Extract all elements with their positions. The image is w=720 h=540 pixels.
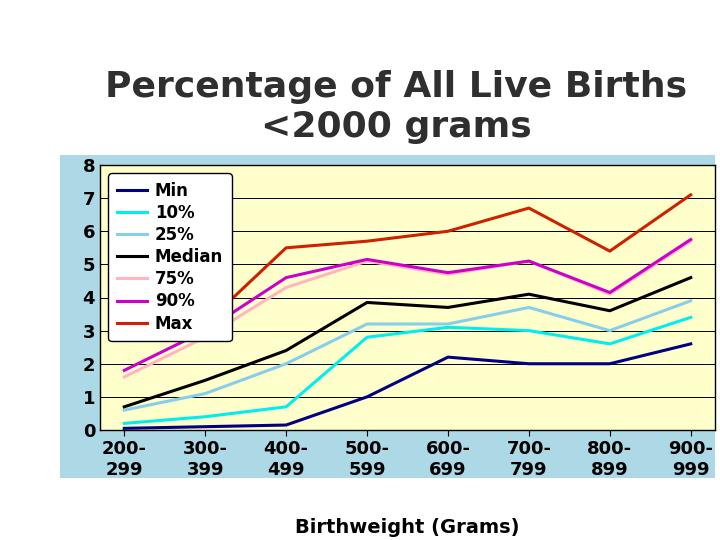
Min: [606, 361, 614, 367]
10%: [686, 314, 695, 321]
75%: [201, 334, 210, 341]
Line: 90%: 90%: [125, 240, 690, 370]
Max: [606, 248, 614, 254]
90%: [201, 327, 210, 334]
75%: [282, 285, 290, 291]
Min: [686, 341, 695, 347]
Min: [525, 361, 534, 367]
Median: [120, 403, 129, 410]
10%: [282, 403, 290, 410]
Max: [686, 192, 695, 198]
Text: Percentage of All Live Births
<2000 grams: Percentage of All Live Births <2000 gram…: [105, 70, 687, 144]
Max: [525, 205, 534, 211]
Median: [282, 347, 290, 354]
90%: [282, 274, 290, 281]
90%: [120, 367, 129, 374]
Min: [282, 422, 290, 428]
75%: [525, 258, 534, 264]
Max: [201, 321, 210, 327]
Median: [201, 377, 210, 383]
75%: [686, 238, 695, 245]
75%: [363, 258, 372, 264]
Min: [363, 394, 372, 400]
Line: 25%: 25%: [125, 301, 690, 410]
25%: [606, 327, 614, 334]
Line: 10%: 10%: [125, 318, 690, 423]
10%: [120, 420, 129, 427]
25%: [525, 304, 534, 310]
25%: [686, 298, 695, 304]
25%: [363, 321, 372, 327]
75%: [120, 374, 129, 380]
90%: [444, 269, 452, 276]
Min: [444, 354, 452, 360]
10%: [201, 414, 210, 420]
Line: Min: Min: [125, 344, 690, 428]
Min: [201, 423, 210, 430]
10%: [606, 341, 614, 347]
75%: [444, 271, 452, 278]
90%: [525, 258, 534, 264]
Max: [444, 228, 452, 234]
25%: [444, 321, 452, 327]
75%: [606, 291, 614, 298]
25%: [282, 361, 290, 367]
Min: [120, 425, 129, 431]
Median: [363, 299, 372, 306]
Line: 75%: 75%: [125, 241, 690, 377]
10%: [363, 334, 372, 341]
90%: [363, 256, 372, 262]
10%: [525, 327, 534, 334]
Median: [686, 274, 695, 281]
25%: [201, 390, 210, 397]
25%: [120, 407, 129, 413]
Max: [120, 326, 129, 332]
Median: [606, 307, 614, 314]
Line: Median: Median: [125, 278, 690, 407]
Median: [525, 291, 534, 298]
Legend: Min, 10%, 25%, Median, 75%, 90%, Max: Min, 10%, 25%, Median, 75%, 90%, Max: [108, 173, 232, 341]
Median: [444, 304, 452, 310]
Max: [363, 238, 372, 245]
90%: [686, 237, 695, 243]
X-axis label: Birthweight (Grams): Birthweight (Grams): [295, 518, 520, 537]
10%: [444, 324, 452, 330]
90%: [606, 289, 614, 296]
Line: Max: Max: [125, 195, 690, 329]
Max: [282, 245, 290, 251]
